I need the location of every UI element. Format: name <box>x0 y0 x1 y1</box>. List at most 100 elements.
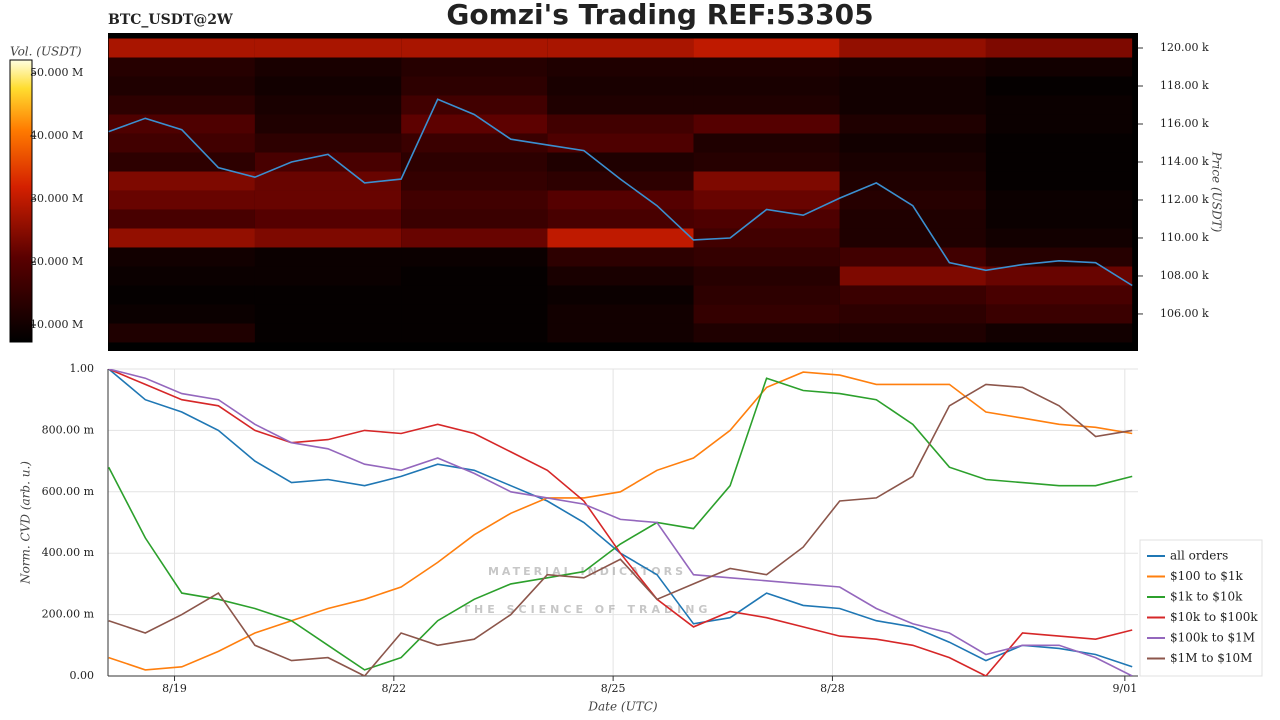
heatmap-cell <box>547 76 694 96</box>
series-line <box>108 371 1133 671</box>
heatmap-cell <box>985 266 1133 286</box>
heatmap-cell <box>254 76 402 96</box>
heatmap-cell <box>108 57 255 77</box>
heatmap-cell <box>839 57 986 77</box>
heatmap-cell <box>693 247 840 267</box>
heatmap-cell <box>693 76 840 96</box>
heatmap-cell <box>839 228 986 248</box>
heatmap-cell <box>839 76 986 96</box>
price-line <box>108 98 1133 287</box>
heatmap-cell <box>401 152 548 172</box>
y-tick-label: 116.00 k <box>1160 117 1209 130</box>
heatmap-cell <box>254 209 402 229</box>
heatmap-cell <box>401 76 548 96</box>
y-tick-label: 112.00 k <box>1160 193 1209 206</box>
heatmap-cell <box>985 247 1133 267</box>
heatmap-cell <box>985 38 1133 58</box>
colorbar-tick-label: 20.000 M <box>30 255 83 268</box>
heatmap-cell <box>401 304 548 324</box>
heatmap-cell <box>985 323 1133 343</box>
legend: all orders $100 to $1k $1k to $10k $10k to … <box>1139 539 1263 677</box>
heatmap-cell <box>401 190 548 210</box>
heatmap-cell <box>693 228 840 248</box>
heatmap-cell <box>401 266 548 286</box>
x-tick-label: 9/01 <box>1112 682 1137 695</box>
heatmap-cell <box>985 190 1133 210</box>
heatmap-cell <box>839 323 986 343</box>
heatmap-cell <box>547 228 694 248</box>
heatmap-cell <box>839 304 986 324</box>
heatmap-cell <box>108 114 255 134</box>
heatmap-cell <box>401 114 548 134</box>
heatmap-cell <box>547 190 694 210</box>
heatmap-cell <box>985 152 1133 172</box>
x-tick-label: 8/28 <box>820 682 845 695</box>
heatmap-cell <box>547 304 694 324</box>
heatmap-cell <box>254 38 402 58</box>
legend-box <box>1139 539 1263 677</box>
heatmap-cell <box>547 285 694 305</box>
legend-label: $1k to $10k <box>1170 590 1243 604</box>
heatmap-cell <box>108 247 255 267</box>
heatmap-cell <box>108 323 255 343</box>
heatmap-cell <box>693 190 840 210</box>
heatmap-cell <box>839 190 986 210</box>
symbol-label: BTC_USDT@2W <box>108 12 233 28</box>
y-axis-title: Price (USDT) <box>1210 151 1224 233</box>
heatmap-cell <box>693 133 840 153</box>
y-tick-label: 1.00 <box>70 362 95 375</box>
y-tick-label: 800.00 m <box>42 423 95 436</box>
heatmap-cell <box>547 57 694 77</box>
heatmap-cell <box>547 114 694 134</box>
heatmap-cell <box>108 304 255 324</box>
heatmap-cell <box>547 266 694 286</box>
heatmap-cell <box>693 304 840 324</box>
colorbar-tick-label: 30.000 M <box>30 192 83 205</box>
heatmap-cell <box>985 114 1133 134</box>
heatmap-cell <box>985 228 1133 248</box>
heatmap-cell <box>108 228 255 248</box>
y-tick-label: 106.00 k <box>1160 307 1209 320</box>
heatmap-cell <box>254 285 402 305</box>
heatmap-cell <box>839 209 986 229</box>
legend-label: $100k to $1M <box>1170 631 1255 645</box>
heatmap-cell <box>839 247 986 267</box>
y-tick-label: 108.00 k <box>1160 269 1209 282</box>
heatmap-cell <box>839 38 986 58</box>
series-line <box>108 369 1133 668</box>
watermark: THE SCIENCE OF TRADING <box>463 603 712 616</box>
colorbar-tick-label: 40.000 M <box>30 129 83 142</box>
heatmap-cell <box>401 323 548 343</box>
heatmap-cell <box>401 95 548 115</box>
heatmap-cell <box>108 171 255 191</box>
heatmap-cell <box>693 171 840 191</box>
heatmap-cell <box>839 171 986 191</box>
heatmap-cell <box>839 114 986 134</box>
heatmap-cell <box>839 266 986 286</box>
heatmap-cell <box>693 114 840 134</box>
heatmap-cell <box>108 95 255 115</box>
heatmap-cell <box>693 95 840 115</box>
heatmap-cell <box>547 171 694 191</box>
y-tick-label: 400.00 m <box>42 546 95 559</box>
legend-label: $1M to $10M <box>1170 651 1252 665</box>
heatmap-cell <box>985 95 1133 115</box>
heatmap-cell <box>693 266 840 286</box>
x-tick-label: 8/25 <box>601 682 626 695</box>
heatmap-cell <box>108 266 255 286</box>
y-tick-label: 200.00 m <box>42 608 95 621</box>
heatmap-cell <box>693 57 840 77</box>
series-line <box>108 377 1133 671</box>
heatmap-cell <box>108 38 255 58</box>
heatmap-cell <box>839 133 986 153</box>
heatmap-cell <box>254 323 402 343</box>
legend-label: $10k to $100k <box>1170 610 1258 624</box>
series-line <box>108 369 1133 676</box>
heatmap-cell <box>401 285 548 305</box>
x-tick-label: 8/22 <box>381 682 406 695</box>
heatmap-cell <box>401 38 548 58</box>
heatmap-cell <box>254 190 402 210</box>
heatmap-cell <box>108 209 255 229</box>
heatmap-cell <box>254 228 402 248</box>
